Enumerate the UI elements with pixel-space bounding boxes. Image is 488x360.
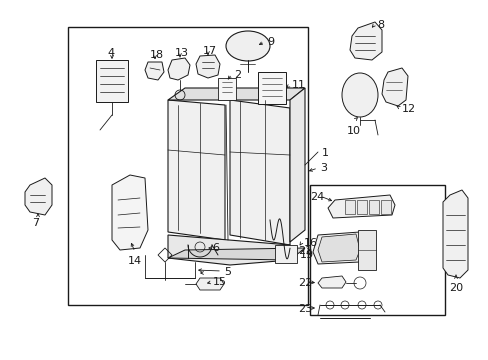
Text: 2: 2 xyxy=(234,70,241,80)
Polygon shape xyxy=(145,62,163,80)
Text: 23: 23 xyxy=(297,304,311,314)
Bar xyxy=(218,78,236,100)
Polygon shape xyxy=(168,100,224,240)
Ellipse shape xyxy=(225,31,269,61)
Text: 11: 11 xyxy=(291,80,305,90)
Text: 12: 12 xyxy=(401,104,415,114)
Polygon shape xyxy=(196,278,224,290)
Polygon shape xyxy=(327,195,394,218)
Bar xyxy=(258,72,285,104)
Polygon shape xyxy=(381,68,407,106)
Text: 24: 24 xyxy=(309,192,324,202)
Polygon shape xyxy=(168,235,289,265)
Text: 5: 5 xyxy=(224,267,230,277)
Text: 13: 13 xyxy=(175,48,189,58)
Bar xyxy=(345,200,354,214)
Polygon shape xyxy=(442,190,467,278)
Bar xyxy=(357,230,375,270)
Polygon shape xyxy=(317,276,346,288)
Bar xyxy=(309,185,444,315)
Text: 6: 6 xyxy=(212,243,219,253)
Text: 18: 18 xyxy=(150,50,164,60)
Polygon shape xyxy=(168,58,190,80)
Polygon shape xyxy=(317,234,359,262)
Polygon shape xyxy=(289,88,305,242)
Text: 14: 14 xyxy=(128,256,142,266)
Text: 21: 21 xyxy=(297,246,311,256)
Polygon shape xyxy=(168,248,305,260)
Polygon shape xyxy=(112,175,148,250)
Ellipse shape xyxy=(341,73,377,117)
Bar xyxy=(274,245,296,263)
Text: 17: 17 xyxy=(203,46,217,56)
Text: 4: 4 xyxy=(107,48,114,58)
Text: 1: 1 xyxy=(321,148,328,158)
Polygon shape xyxy=(349,22,381,60)
Text: 7: 7 xyxy=(32,218,39,228)
Bar xyxy=(368,200,378,214)
Text: 3: 3 xyxy=(319,163,326,173)
Polygon shape xyxy=(312,232,364,264)
Polygon shape xyxy=(168,88,305,100)
Text: 15: 15 xyxy=(213,277,226,287)
Bar xyxy=(96,60,128,102)
Text: 10: 10 xyxy=(346,126,360,136)
Text: 8: 8 xyxy=(376,20,384,30)
Text: 16: 16 xyxy=(304,238,317,248)
Polygon shape xyxy=(25,178,52,215)
Text: 22: 22 xyxy=(297,278,312,288)
Text: 20: 20 xyxy=(448,283,462,293)
Polygon shape xyxy=(196,55,220,78)
Bar xyxy=(380,200,390,214)
Polygon shape xyxy=(229,100,289,245)
Text: 9: 9 xyxy=(266,37,274,47)
Bar xyxy=(68,27,307,305)
Bar xyxy=(356,200,366,214)
Text: 19: 19 xyxy=(299,250,313,260)
